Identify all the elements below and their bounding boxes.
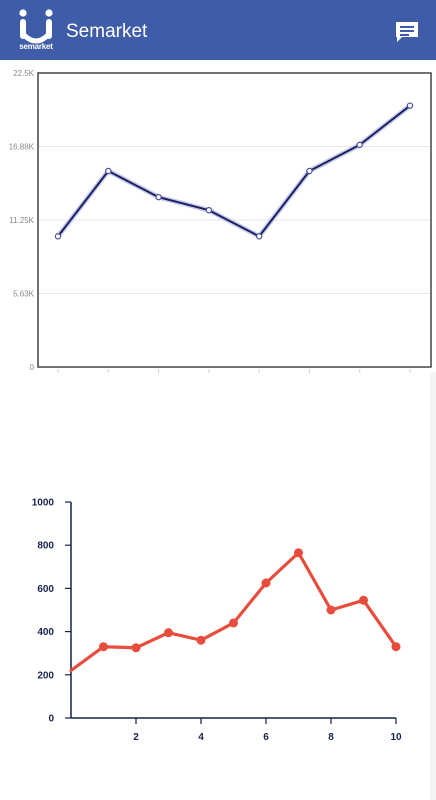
chat-message-icon[interactable]: [394, 20, 420, 44]
series-line: [57, 104, 411, 238]
y-tick-label: 5.63K: [13, 290, 35, 299]
page-title: Semarket: [66, 21, 148, 42]
y-tick-label: 22.5K: [13, 69, 35, 78]
y-tick-label: 400: [37, 627, 54, 638]
data-point: [359, 595, 368, 605]
data-point: [205, 206, 213, 214]
data-point: [99, 642, 108, 652]
data-point: [391, 642, 401, 652]
logo-text: semarket: [19, 42, 53, 51]
x-tick-label: 6: [263, 732, 269, 743]
chart-lower: 0 200 400 600 800 1000 2 4 6 8 10: [32, 498, 402, 744]
x-tick-label: 4: [198, 732, 204, 743]
app-bar: semarket Semarket: [0, 0, 436, 60]
data-point: [229, 618, 238, 628]
data-point: [105, 167, 112, 175]
y-tick-label: 800: [37, 541, 54, 552]
y-tick-label: 0: [48, 714, 54, 725]
data-point: [54, 233, 62, 240]
data-point: [196, 635, 206, 645]
data-point: [261, 578, 271, 588]
data-point: [131, 643, 141, 653]
data-point: [164, 628, 173, 638]
right-edge-strip: [430, 372, 436, 800]
y-tick-label: 0: [30, 363, 35, 372]
semarket-logo-icon: [19, 9, 53, 44]
series-line: [69, 551, 398, 673]
chart-upper: 0 5.63K 11.25K 16.88K 22.5K: [9, 69, 432, 373]
y-tick-label: 16.88K: [9, 143, 35, 152]
y-tick-label: 1000: [32, 498, 55, 509]
x-tick-label: 8: [328, 732, 334, 743]
data-point: [294, 548, 303, 558]
plot-frame: [37, 72, 432, 368]
data-point: [306, 167, 313, 175]
y-tick-label: 11.25K: [9, 216, 34, 225]
data-point: [155, 193, 162, 201]
y-tick-label: 600: [37, 584, 54, 595]
x-tick-label: 10: [390, 732, 402, 743]
data-point: [406, 102, 414, 109]
data-point: [356, 141, 363, 149]
data-point: [326, 605, 336, 615]
y-tick-label: 200: [37, 670, 54, 681]
data-point: [255, 233, 263, 240]
x-tick-label: 2: [133, 732, 139, 743]
